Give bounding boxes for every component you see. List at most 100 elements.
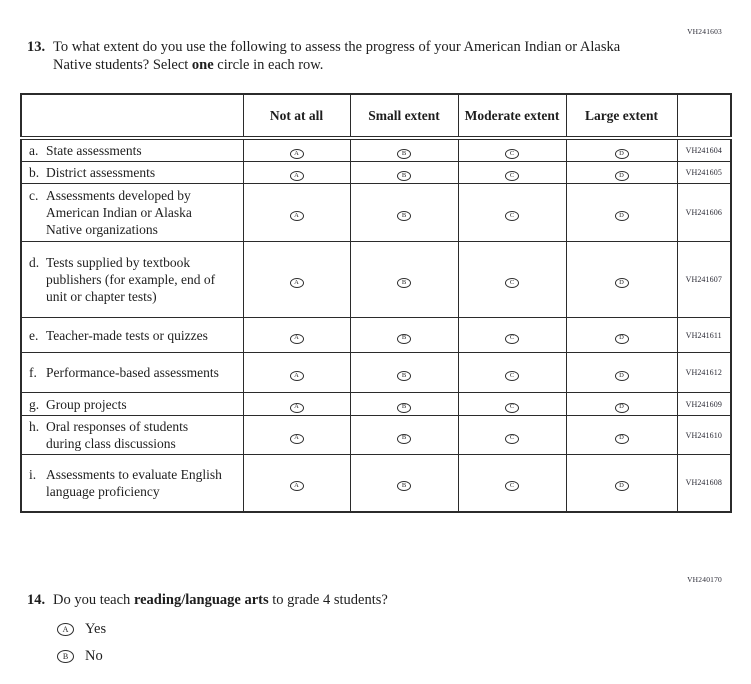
response-circle[interactable]: A (289, 333, 304, 344)
question-14-text: Do you teach reading/language arts to gr… (53, 591, 388, 609)
question-13-text: To what extent do you use the following … (53, 38, 623, 74)
option-cell: A (242, 161, 351, 184)
table-row-g: g. Group projects A B C D VH241609 (20, 392, 732, 416)
response-circle[interactable]: D (614, 211, 629, 222)
row-label: e. Teacher-made tests or quizzes (20, 317, 244, 353)
response-circle[interactable]: C (505, 171, 519, 182)
response-circle[interactable]: A (289, 149, 304, 160)
question-14-text-segment: Do you teach (53, 592, 134, 608)
response-circle[interactable]: C (505, 481, 519, 492)
response-circle[interactable]: B (397, 211, 411, 222)
option-cell: A (242, 352, 351, 393)
response-circle[interactable]: D (614, 149, 629, 160)
option-cell: A (242, 241, 351, 318)
row-text: Teacher-made tests or quizzes (46, 327, 208, 343)
question-14: 14. Do you teach reading/language arts t… (27, 591, 727, 609)
response-circle[interactable]: C (505, 211, 519, 222)
column-header-not-at-all: Not at all (242, 93, 351, 140)
row-letter: c. (29, 188, 39, 203)
option-cell: D (565, 137, 678, 162)
response-circle[interactable]: C (505, 402, 519, 413)
response-circle[interactable]: B (397, 171, 411, 182)
form-code-q13: VH241603 (687, 27, 722, 36)
table-row-d: d. Tests supplied by textbook publishers … (20, 241, 732, 318)
response-circle[interactable]: C (505, 278, 519, 289)
option-cell: A (242, 415, 351, 455)
row-letter: g. (29, 396, 40, 412)
response-circle[interactable]: C (505, 371, 519, 382)
response-circle[interactable]: D (614, 402, 629, 413)
row-code: VH241610 (676, 415, 732, 455)
response-circle[interactable]: A (289, 371, 304, 382)
response-circle[interactable]: D (614, 171, 629, 182)
row-text: District assessments (46, 165, 156, 180)
response-circle[interactable]: B (57, 650, 74, 663)
response-circle[interactable]: A (289, 433, 304, 444)
option-cell: A (242, 454, 351, 512)
question-13-text-bold: one (191, 57, 214, 73)
option-cell: C (457, 241, 567, 318)
question-13-number: 13. (27, 39, 46, 55)
response-circle[interactable]: D (614, 278, 629, 289)
row-label: i. Assessments to evaluate English langua… (20, 454, 244, 512)
row-text: Oral responses of students during class … (46, 419, 189, 451)
row-text: Assessments to evaluate English language… (46, 466, 222, 499)
response-circle[interactable]: A (57, 623, 74, 636)
row-letter: d. (29, 255, 40, 270)
response-circle[interactable]: B (397, 149, 411, 160)
response-circle[interactable]: A (289, 211, 304, 222)
row-code: VH241609 (676, 392, 732, 416)
question-14-text-segment: to grade 4 students? (268, 592, 388, 608)
row-letter: e. (29, 327, 39, 343)
option-cell: C (457, 161, 567, 184)
question-13: 13. To what extent do you use the follow… (27, 38, 687, 74)
response-circle[interactable]: B (397, 333, 411, 344)
table-row-h: h. Oral responses of students during clas… (20, 415, 732, 455)
row-text: Tests supplied by textbook publishers (f… (46, 255, 216, 304)
option-cell: C (457, 317, 567, 353)
response-circle[interactable]: B (397, 481, 411, 492)
grid-header-row: Not at all Small extent Moderate extent … (20, 93, 732, 140)
q14-option-no[interactable]: B No (57, 648, 103, 665)
row-text: State assessments (46, 143, 142, 158)
row-letter: h. (29, 419, 40, 434)
row-text: Group projects (46, 396, 127, 412)
option-cell: C (457, 454, 567, 512)
row-code: VH241606 (676, 183, 732, 242)
response-circle[interactable]: A (289, 481, 304, 492)
row-letter: f. (29, 365, 37, 380)
option-cell: D (565, 352, 678, 393)
question-14-text-bold: reading/language arts (133, 592, 269, 608)
question-14-number: 14. (27, 592, 46, 608)
response-circle[interactable]: B (397, 278, 411, 289)
response-circle[interactable]: C (505, 149, 519, 160)
response-circle[interactable]: D (614, 333, 629, 344)
response-circle[interactable]: A (289, 402, 304, 413)
option-cell: D (565, 317, 678, 353)
response-circle[interactable]: B (397, 371, 411, 382)
option-cell: B (349, 137, 459, 162)
response-circle[interactable]: D (614, 371, 629, 382)
response-circle[interactable]: A (289, 278, 304, 289)
response-circle[interactable]: C (505, 433, 519, 444)
form-code-q14: VH240170 (687, 575, 722, 584)
row-label: g. Group projects (20, 392, 244, 416)
header-empty-cell (20, 93, 244, 140)
row-letter: b. (29, 165, 40, 180)
table-row-f: f. Performance-based assessments A B C D … (20, 352, 732, 393)
row-label: h. Oral responses of students during clas… (20, 415, 244, 455)
row-code: VH241607 (676, 241, 732, 318)
row-label: c. Assessments developed by American Indi… (20, 183, 244, 242)
row-label: f. Performance-based assessments (20, 352, 244, 393)
response-circle[interactable]: A (289, 171, 304, 182)
option-cell: A (242, 137, 351, 162)
q14-option-yes[interactable]: A Yes (57, 621, 106, 638)
option-cell: C (457, 137, 567, 162)
row-text: Assessments developed by American Indian… (46, 188, 192, 237)
response-circle[interactable]: B (397, 402, 411, 413)
response-circle[interactable]: C (505, 333, 519, 344)
response-circle[interactable]: B (397, 433, 411, 444)
response-circle[interactable]: D (614, 481, 629, 492)
response-circle[interactable]: D (614, 433, 629, 444)
